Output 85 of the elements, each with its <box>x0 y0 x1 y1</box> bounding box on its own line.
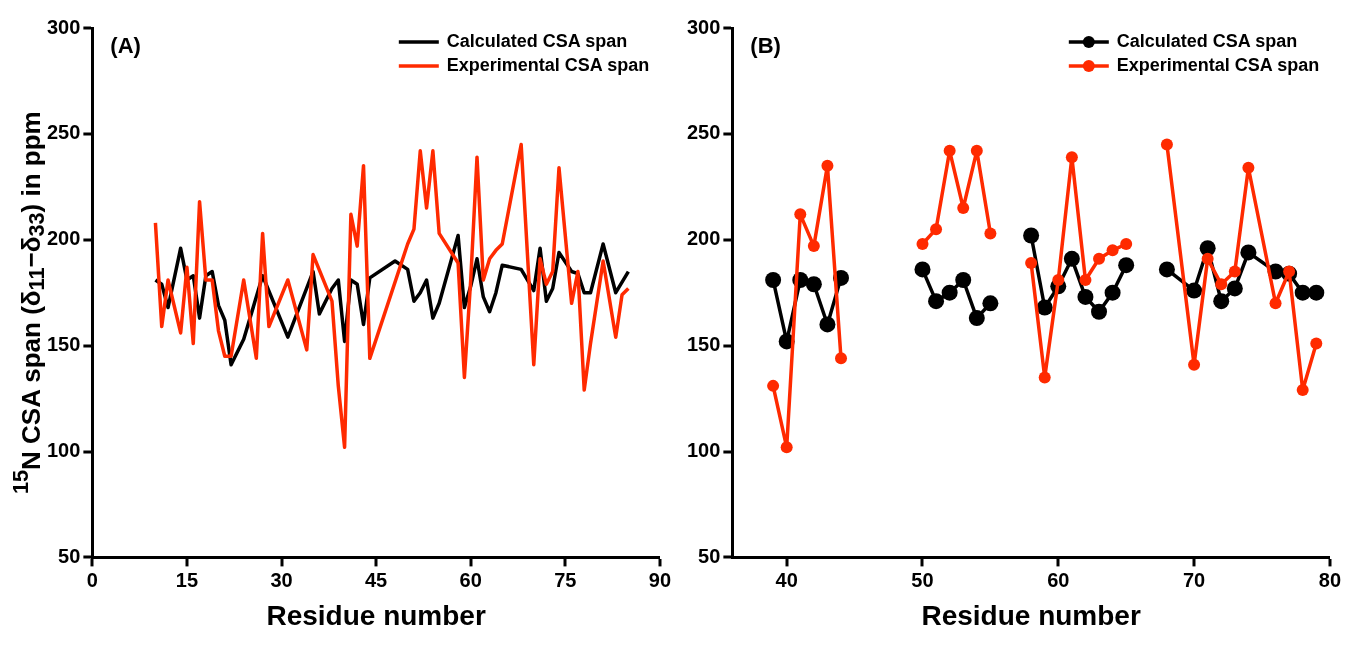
point <box>794 208 807 221</box>
point <box>1077 288 1094 305</box>
point <box>1228 265 1241 278</box>
point <box>1079 273 1092 286</box>
point <box>1226 280 1243 297</box>
point <box>1120 238 1133 250</box>
legend-label: Experimental CSA span <box>1116 54 1320 75</box>
x-tick-label: 70 <box>1182 568 1206 591</box>
y-tick-label: 250 <box>46 121 81 144</box>
point <box>914 261 931 278</box>
point <box>1188 358 1201 371</box>
point <box>765 271 782 288</box>
x-axis-title: Residue number <box>921 599 1141 631</box>
point <box>943 144 956 157</box>
point <box>1106 244 1119 257</box>
y-tick-label: 150 <box>46 333 81 356</box>
point <box>767 379 780 392</box>
y-tick-label: 50 <box>58 544 81 567</box>
y-tick-label: 300 <box>686 15 721 38</box>
point <box>805 276 822 293</box>
point <box>930 223 943 236</box>
point <box>835 352 848 365</box>
point <box>1296 384 1309 397</box>
point <box>955 271 972 288</box>
point <box>1063 250 1080 267</box>
point <box>941 284 958 301</box>
point <box>1240 244 1257 261</box>
point <box>1213 293 1230 310</box>
annotation: (A) <box>110 33 141 59</box>
point <box>1242 161 1255 174</box>
point <box>1025 257 1038 270</box>
point <box>1201 252 1214 265</box>
point <box>780 441 793 454</box>
y-tick-label: 100 <box>46 439 81 462</box>
point <box>1065 151 1078 164</box>
x-tick-label: 30 <box>270 568 293 591</box>
y-tick-label: 200 <box>46 227 81 250</box>
x-tick-label: 90 <box>648 568 671 591</box>
point <box>1038 371 1051 384</box>
x-tick-label: 75 <box>554 568 577 591</box>
point <box>928 293 945 310</box>
point <box>916 238 929 250</box>
point <box>821 159 834 172</box>
point <box>819 316 836 333</box>
y-tick-label: 300 <box>46 15 81 38</box>
point <box>1158 261 1175 278</box>
legend-label: Calculated CSA span <box>1116 30 1298 51</box>
x-tick-label: 40 <box>775 568 798 591</box>
point <box>1091 303 1108 320</box>
x-tick-label: 0 <box>86 568 98 591</box>
point <box>1269 297 1282 310</box>
point <box>1186 282 1203 299</box>
x-axis-title: Residue number <box>266 599 486 631</box>
legend-label: Calculated CSA span <box>446 30 628 51</box>
y-tick-label: 200 <box>686 227 721 250</box>
y-tick-label: 50 <box>698 544 721 567</box>
point <box>968 310 985 327</box>
x-tick-label: 80 <box>1318 568 1341 591</box>
x-tick-label: 60 <box>459 568 482 591</box>
point <box>1093 252 1106 265</box>
point <box>957 202 970 214</box>
point <box>1294 284 1311 301</box>
point <box>807 240 820 253</box>
point <box>1310 337 1323 350</box>
point <box>1160 138 1173 151</box>
point <box>1215 278 1228 291</box>
point <box>1023 227 1040 244</box>
x-tick-label: 15 <box>175 568 199 591</box>
annotation: (B) <box>750 33 781 59</box>
point <box>1308 284 1325 301</box>
x-tick-label: 50 <box>911 568 934 591</box>
y-tick-label: 100 <box>686 439 721 462</box>
point <box>1052 273 1065 286</box>
x-tick-label: 45 <box>365 568 388 591</box>
x-tick-label: 60 <box>1047 568 1070 591</box>
point <box>1118 257 1135 274</box>
point <box>1104 284 1121 301</box>
y-tick-label: 250 <box>686 121 721 144</box>
legend-label: Experimental CSA span <box>446 54 650 75</box>
point <box>982 295 999 312</box>
y-tick-label: 150 <box>686 333 721 356</box>
point <box>970 144 983 157</box>
point <box>984 227 997 240</box>
point <box>1283 265 1296 278</box>
point <box>1036 299 1053 316</box>
